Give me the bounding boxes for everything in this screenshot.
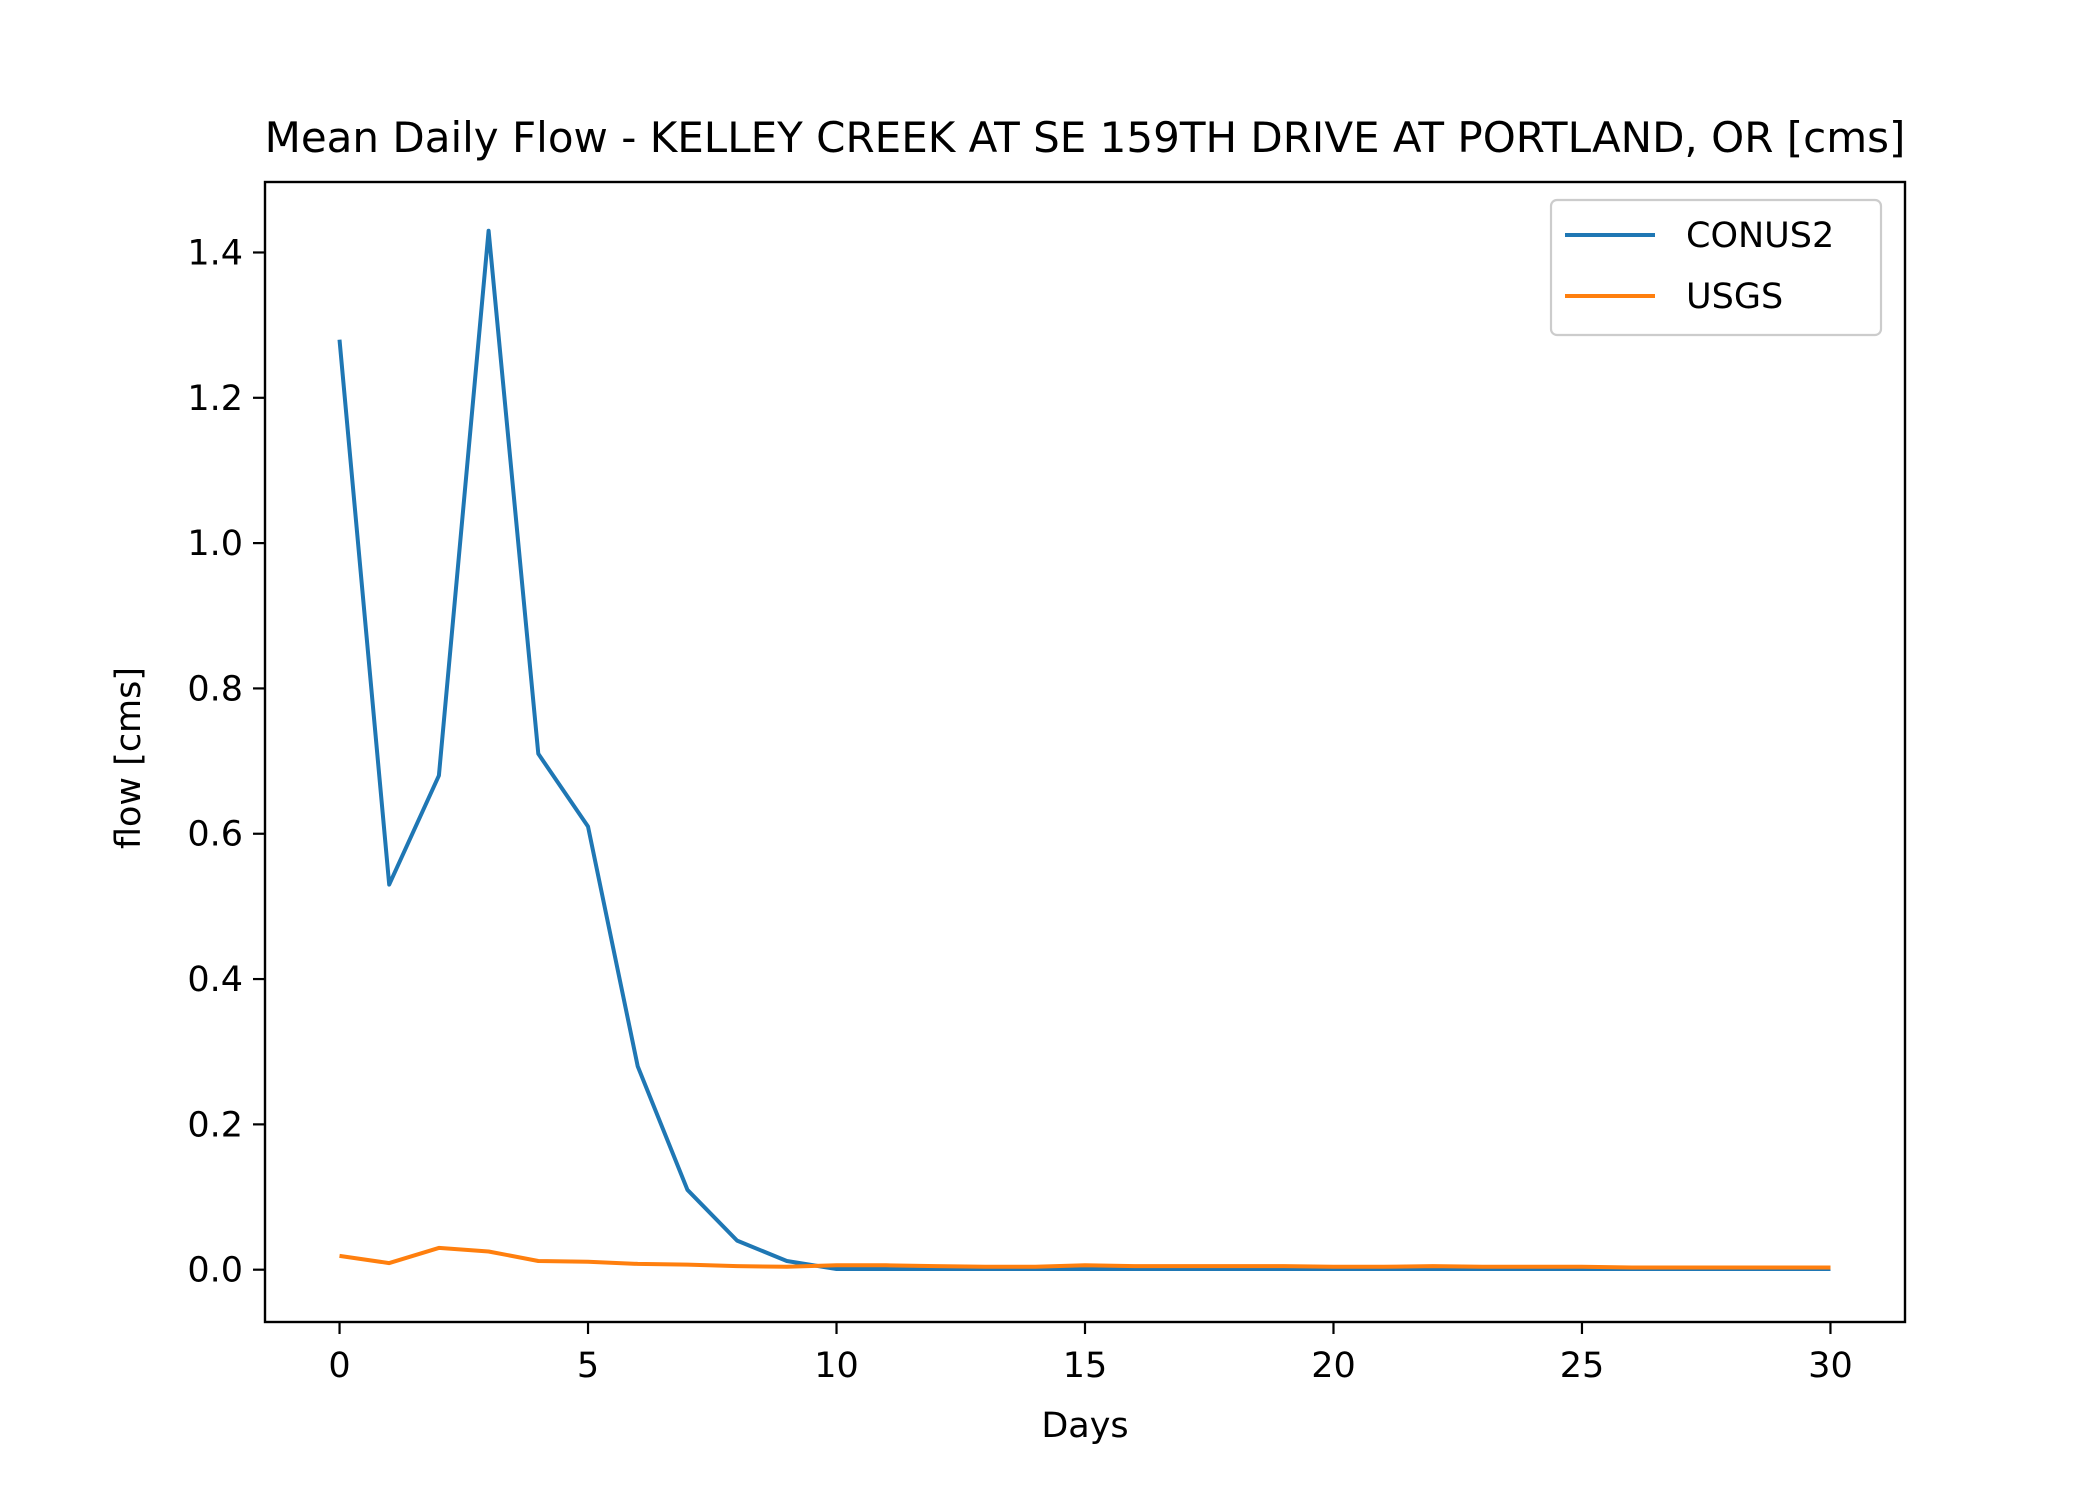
y-tick-label: 1.0 <box>187 524 243 564</box>
y-tick-label: 0.4 <box>187 960 243 1000</box>
x-tick-label: 30 <box>1808 1346 1853 1386</box>
y-tick-label: 1.2 <box>187 379 243 419</box>
x-tick-label: 5 <box>577 1346 599 1386</box>
x-tick-label: 20 <box>1311 1346 1356 1386</box>
x-tick-label: 0 <box>328 1346 350 1386</box>
series-line-usgs <box>339 1245 1831 1270</box>
y-tick-label: 1.4 <box>187 233 243 273</box>
legend-label-conus2: CONUS2 <box>1686 216 1834 256</box>
x-tick-label: 10 <box>814 1346 859 1386</box>
series-line-conus2 <box>337 228 1831 1271</box>
y-tick-label: 0.0 <box>187 1251 243 1291</box>
y-tick-label: 0.6 <box>187 815 243 855</box>
y-tick-label: 0.2 <box>187 1105 243 1145</box>
x-tick-label: 15 <box>1063 1346 1108 1386</box>
legend-label-usgs: USGS <box>1686 277 1783 317</box>
x-tick-label: 25 <box>1560 1346 1605 1386</box>
y-tick-label: 0.8 <box>187 669 243 709</box>
plot-area: 0 5 10 15 20 25 30 0.0 0.2 0.4 0.6 0.8 1.0 1.2 1.4 <box>187 180 1907 1386</box>
legend: CONUS2 USGS <box>1549 198 1883 337</box>
chart-title: Mean Daily Flow - KELLEY CREEK AT SE 159… <box>265 113 1906 162</box>
x-axis-label: Days <box>1041 1406 1128 1446</box>
y-axis-label: flow [cms] <box>109 667 149 849</box>
